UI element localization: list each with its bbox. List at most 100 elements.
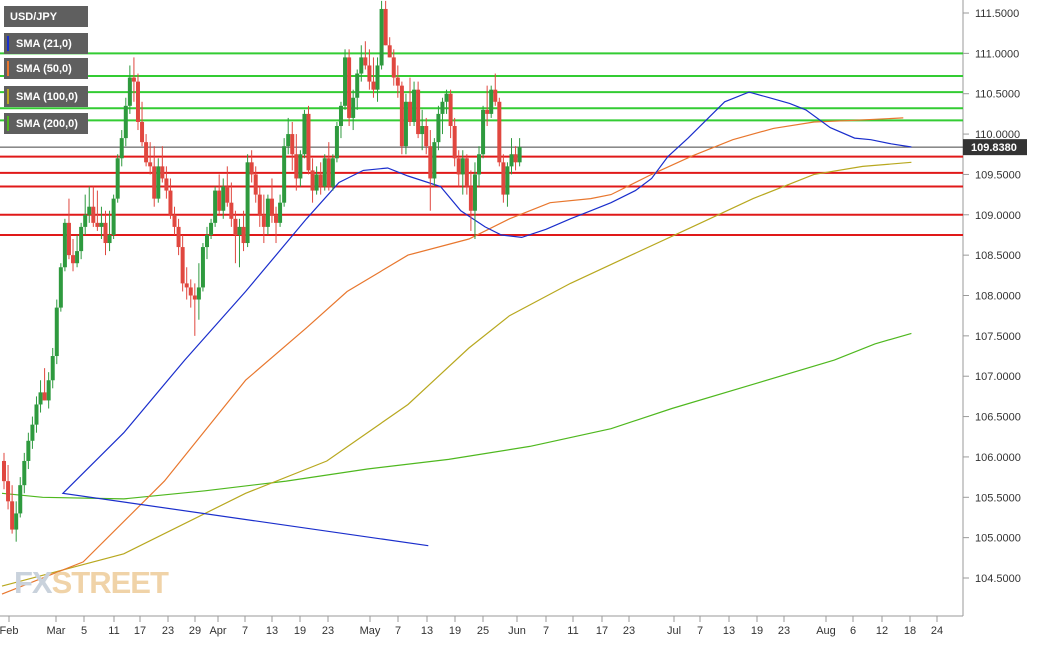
candle-bullish — [440, 101, 445, 114]
candle-bullish — [379, 8, 384, 66]
candle-bullish — [46, 380, 51, 401]
candle-bullish — [111, 198, 116, 235]
candle-bullish — [481, 109, 486, 155]
candle-bullish — [18, 485, 23, 514]
candle-bearish — [95, 222, 100, 227]
time-tick-label: 5 — [81, 625, 87, 637]
legend-sma-21-label: SMA (21,0) — [16, 37, 72, 50]
candle-bullish — [298, 154, 303, 179]
time-tick-label: 17 — [596, 625, 608, 637]
time-tick-label: Jul — [667, 625, 681, 637]
time-tick-label: Apr — [209, 625, 226, 637]
candle-bullish — [58, 267, 63, 308]
time-tick-label: 19 — [751, 625, 763, 637]
price-tick-label: 109.5000 — [975, 169, 1021, 181]
candle-bullish — [34, 404, 39, 425]
candle-bullish — [505, 166, 510, 195]
candle-bearish — [192, 295, 197, 300]
legend-sma-50-label: SMA (50,0) — [16, 62, 72, 75]
candle-bullish — [375, 65, 380, 90]
time-tick-label: Feb — [0, 625, 18, 637]
candle-bullish — [444, 93, 449, 102]
sma-200-line — [1, 332, 912, 500]
candle-bearish — [180, 247, 185, 284]
legend-sma-100[interactable]: SMA (100,0) — [4, 86, 88, 107]
price-tick-label: 104.5000 — [975, 573, 1021, 585]
legend-sma-200[interactable]: SMA (200,0) — [4, 113, 88, 134]
price-tick-label: 108.0000 — [975, 291, 1021, 303]
time-tick-label: 29 — [189, 625, 201, 637]
time-tick-label: 7 — [543, 625, 549, 637]
price-tick-label: 106.0000 — [975, 452, 1021, 464]
candle-bullish — [351, 97, 356, 118]
candle-bearish — [249, 162, 254, 175]
candle-bearish — [229, 202, 234, 219]
candle-bearish — [306, 113, 311, 171]
time-tick-label: 7 — [697, 625, 703, 637]
candle-bullish — [265, 198, 270, 227]
candle-bearish — [391, 57, 396, 78]
candle-bearish — [464, 158, 469, 187]
candle-bearish — [164, 178, 169, 191]
candle-bullish — [221, 186, 226, 211]
candle-bearish — [513, 154, 518, 163]
candle-bullish — [75, 251, 80, 264]
candle-bearish — [42, 392, 47, 401]
candle-bullish — [334, 126, 339, 159]
candle-bearish — [497, 101, 502, 163]
candle-bullish — [472, 174, 477, 211]
candle-bearish — [144, 142, 149, 163]
candle-bullish — [359, 57, 364, 74]
candle-bearish — [493, 89, 498, 102]
price-tick-label: 106.5000 — [975, 412, 1021, 424]
candle-bullish — [196, 287, 201, 300]
candle-bearish — [428, 146, 433, 179]
time-tick-label: 7 — [395, 625, 401, 637]
candle-bearish — [66, 222, 71, 256]
candle-bullish — [156, 166, 161, 199]
symbol-label: USD/JPY — [4, 6, 88, 27]
candle-bullish — [314, 174, 319, 191]
time-tick-label: 12 — [876, 625, 888, 637]
legend-sma-50[interactable]: SMA (50,0) — [4, 58, 88, 79]
price-tick-label: 111.5000 — [975, 8, 1019, 20]
time-tick-label: 7 — [242, 625, 248, 637]
candle-bearish — [131, 77, 136, 82]
candle-bullish — [54, 307, 59, 357]
candle-bearish — [261, 214, 266, 227]
candle-bullish — [460, 158, 465, 175]
candle-bearish — [257, 194, 262, 215]
candle-bullish — [30, 424, 35, 441]
candle-bullish — [330, 158, 335, 187]
candle-bearish — [326, 158, 331, 187]
sma-100-line — [1, 161, 912, 587]
time-tick-label: 19 — [294, 625, 306, 637]
candle-bullish — [107, 234, 112, 244]
candle-bullish — [338, 105, 343, 126]
price-tick-label: 111.0000 — [975, 48, 1019, 60]
candle-bullish — [412, 89, 417, 122]
time-tick-label: 17 — [134, 625, 146, 637]
legend-sma-21[interactable]: SMA (21,0) — [4, 33, 88, 54]
candle-bullish — [237, 226, 242, 235]
candle-bearish — [135, 81, 140, 122]
candle-bullish — [119, 138, 124, 159]
candle-bullish — [403, 101, 408, 147]
candle-bearish — [448, 93, 453, 126]
time-tick-label: 11 — [108, 625, 119, 637]
candle-bearish — [347, 57, 352, 118]
candle-bearish — [294, 154, 299, 179]
candle-bullish — [22, 460, 27, 486]
legend-sma-100-label: SMA (100,0) — [16, 90, 78, 103]
candle-bearish — [184, 283, 189, 288]
time-tick-label: 23 — [322, 625, 334, 637]
candle-bearish — [416, 89, 421, 135]
candle-bearish — [395, 77, 400, 86]
candle-bullish — [87, 206, 92, 215]
candle-bearish — [172, 214, 177, 227]
candle-bullish — [209, 222, 214, 235]
price-tick-label: 107.5000 — [975, 331, 1021, 343]
candle-bearish — [387, 45, 392, 58]
